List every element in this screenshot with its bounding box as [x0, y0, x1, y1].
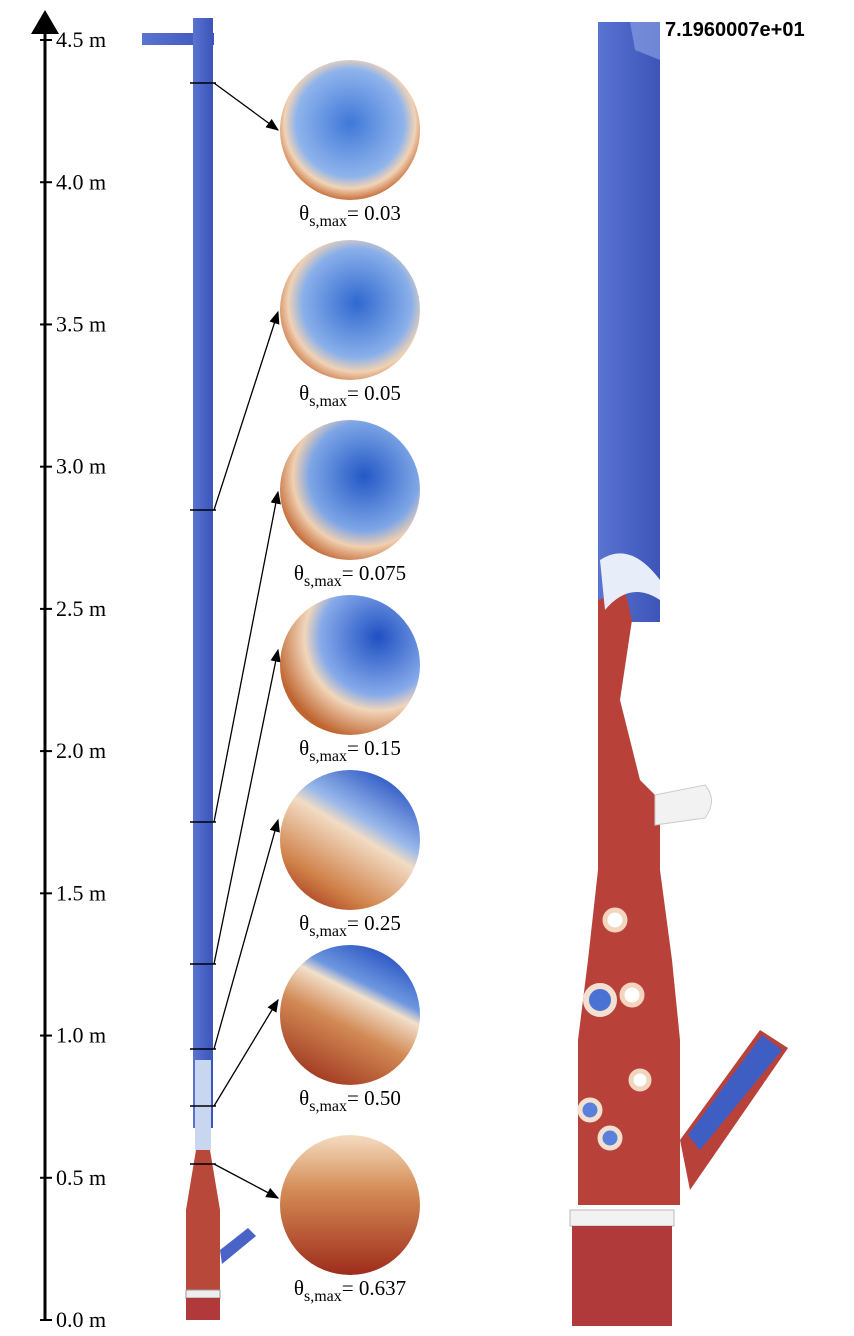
inlet-branch — [220, 1228, 256, 1264]
symbol: θ — [294, 561, 304, 585]
axis-tick-label: 1.5 m — [56, 880, 106, 905]
value: = 0.50 — [347, 1086, 401, 1110]
axis-tick-label: 3.0 m — [56, 454, 106, 479]
bubble — [622, 985, 642, 1005]
slice-contour — [280, 595, 420, 735]
slice-contour — [280, 60, 420, 200]
riser-transition — [195, 1060, 211, 1150]
slice-label: θs,max= 0.03 — [299, 201, 401, 230]
slice-arrow — [214, 650, 278, 964]
value: = 0.637 — [342, 1276, 406, 1300]
figure: 4.5 m 4.0 m 3.5 m 3.0 m 2.5 m 2.0 m 1.5 m 1.0 m… — [0, 0, 854, 1336]
plenum — [186, 1298, 220, 1320]
symbol: θ — [299, 1086, 309, 1110]
symbol: θ — [299, 911, 309, 935]
riser-tube — [193, 18, 213, 1128]
slice-label: θs,max= 0.25 — [299, 911, 401, 940]
slice-arrow — [214, 1164, 278, 1198]
slice-arrow — [214, 83, 278, 130]
subscript: s,max — [304, 1288, 342, 1305]
subscript: s,max — [309, 213, 347, 230]
slice-contour — [280, 240, 420, 380]
axis-tick-label: 0.0 m — [56, 1307, 106, 1332]
symbol: θ — [294, 1276, 304, 1300]
value: = 0.03 — [347, 201, 401, 225]
value: = 0.25 — [347, 911, 401, 935]
slice-label: θs,max= 0.15 — [299, 736, 401, 765]
subscript: s,max — [309, 923, 347, 940]
value: = 0.15 — [347, 736, 401, 760]
slice-contour — [280, 420, 420, 560]
bubble — [631, 1071, 649, 1089]
axis-tick-label: 1.0 m — [56, 1023, 106, 1048]
slice-arrow — [214, 492, 278, 822]
slice-label: θs,max= 0.637 — [294, 1276, 406, 1305]
symbol: θ — [299, 201, 309, 225]
bubble — [586, 986, 614, 1014]
value: = 0.075 — [342, 561, 406, 585]
slice-label: θs,max= 0.05 — [299, 381, 401, 410]
bubble — [605, 910, 625, 930]
bubble — [600, 1128, 620, 1148]
plenum-3d — [572, 1226, 672, 1326]
side-port — [655, 785, 712, 825]
bubble — [580, 1100, 600, 1120]
subscript: s,max — [309, 748, 347, 765]
slice-label: θs,max= 0.075 — [294, 561, 406, 590]
axis-tick-label: 4.0 m — [56, 169, 106, 194]
inlet-3d-gas — [688, 1035, 782, 1150]
riser-3d-top — [598, 22, 660, 622]
riser-bottom — [186, 1150, 220, 1290]
axis-tick-label: 2.5 m — [56, 596, 106, 621]
distributor-3d — [570, 1210, 674, 1226]
color-max: 7.1960007e+01 — [665, 19, 805, 41]
subscript: s,max — [309, 1098, 347, 1115]
axis-tick-label: 0.5 m — [56, 1165, 106, 1190]
axis-ticks: 4.5 m 4.0 m 3.5 m 3.0 m 2.5 m 2.0 m 1.5 m 1.0 m… — [40, 27, 106, 1332]
subscript: s,max — [309, 393, 347, 410]
symbol: θ — [299, 381, 309, 405]
value: = 0.05 — [347, 381, 401, 405]
subscript: s,max — [304, 573, 342, 590]
axis-tick-label: 4.5 m — [56, 27, 106, 52]
distributor — [186, 1290, 220, 1298]
slice-contour — [280, 770, 420, 910]
axis-tick-label: 2.0 m — [56, 738, 106, 763]
symbol: θ — [299, 736, 309, 760]
slice-label: θs,max= 0.50 — [299, 1086, 401, 1115]
slice-contour — [280, 945, 420, 1085]
slice-arrow — [214, 312, 278, 510]
axis-arrow — [31, 10, 59, 34]
axis-tick-label: 3.5 m — [56, 311, 106, 336]
slice-contour — [280, 1135, 420, 1275]
